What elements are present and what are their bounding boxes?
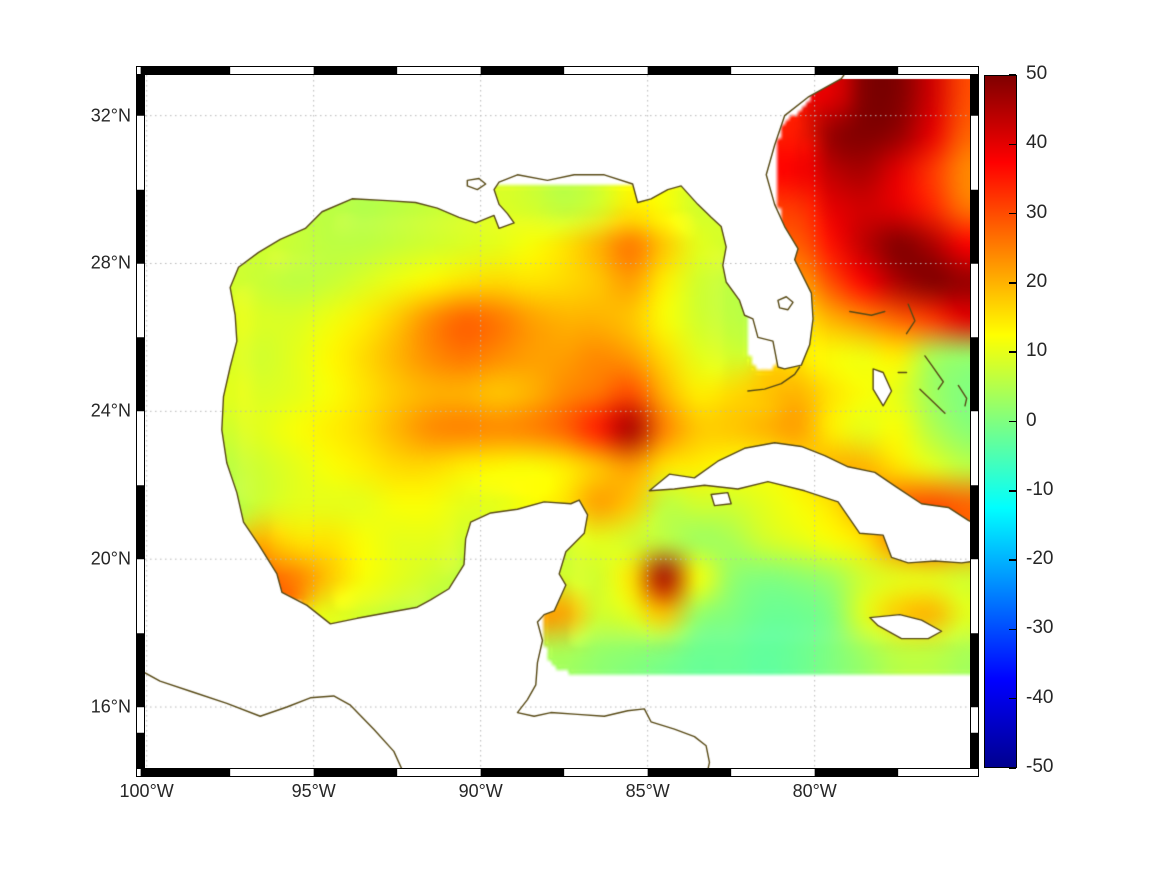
colorbar-tick-mark — [1009, 628, 1016, 631]
colorbar-tick-label: 30 — [1026, 201, 1048, 223]
x-tick-label: 90°W — [458, 781, 503, 801]
colorbar-tick-mark — [1009, 767, 1016, 769]
frame-checker-top — [136, 66, 979, 75]
colorbar-tick-mark — [1009, 559, 1016, 561]
colorbar-tick-mark — [1009, 490, 1016, 492]
frame-checker-left — [136, 75, 145, 768]
colorbar-tick-label: 50 — [1026, 62, 1048, 84]
colorbar-tick-mark — [1009, 282, 1016, 284]
y-tick-label: 20°N — [90, 548, 131, 569]
colorbar-tick-label: -40 — [1026, 686, 1054, 708]
colorbar-tick-label: -20 — [1026, 547, 1054, 569]
y-tick-label: 28°N — [90, 252, 131, 273]
colorbar-tick-label: 40 — [1026, 132, 1048, 154]
x-tick-label: 100°W — [119, 781, 174, 801]
colorbar-tick-mark — [1009, 74, 1016, 76]
y-tick-label: 32°N — [90, 105, 131, 126]
x-tick-label: 85°W — [625, 781, 670, 801]
colorbar-tick-label: -30 — [1026, 617, 1054, 639]
colorbar-tick-label: 10 — [1026, 340, 1048, 362]
map-canvas — [145, 75, 970, 768]
frame-checker-bottom — [136, 768, 979, 777]
colorbar-tick-mark — [1009, 351, 1016, 353]
colorbar-tick-mark — [1009, 212, 1016, 215]
x-tick-label: 95°W — [291, 781, 336, 801]
colorbar-tick-mark — [1009, 697, 1016, 700]
x-tick-label: 80°W — [792, 781, 837, 801]
colorbar-tick-label: -50 — [1026, 755, 1054, 777]
frame-checker-right — [970, 75, 979, 768]
colorbar-tick-label: 20 — [1026, 270, 1048, 292]
y-tick-label: 16°N — [90, 696, 131, 717]
colorbar-tick-label: -10 — [1026, 478, 1054, 500]
colorbar-tick-mark — [1009, 420, 1016, 423]
colorbar-tick-label: 0 — [1026, 409, 1037, 431]
colorbar-tick-mark — [1009, 143, 1016, 146]
y-tick-label: 24°N — [90, 400, 131, 421]
